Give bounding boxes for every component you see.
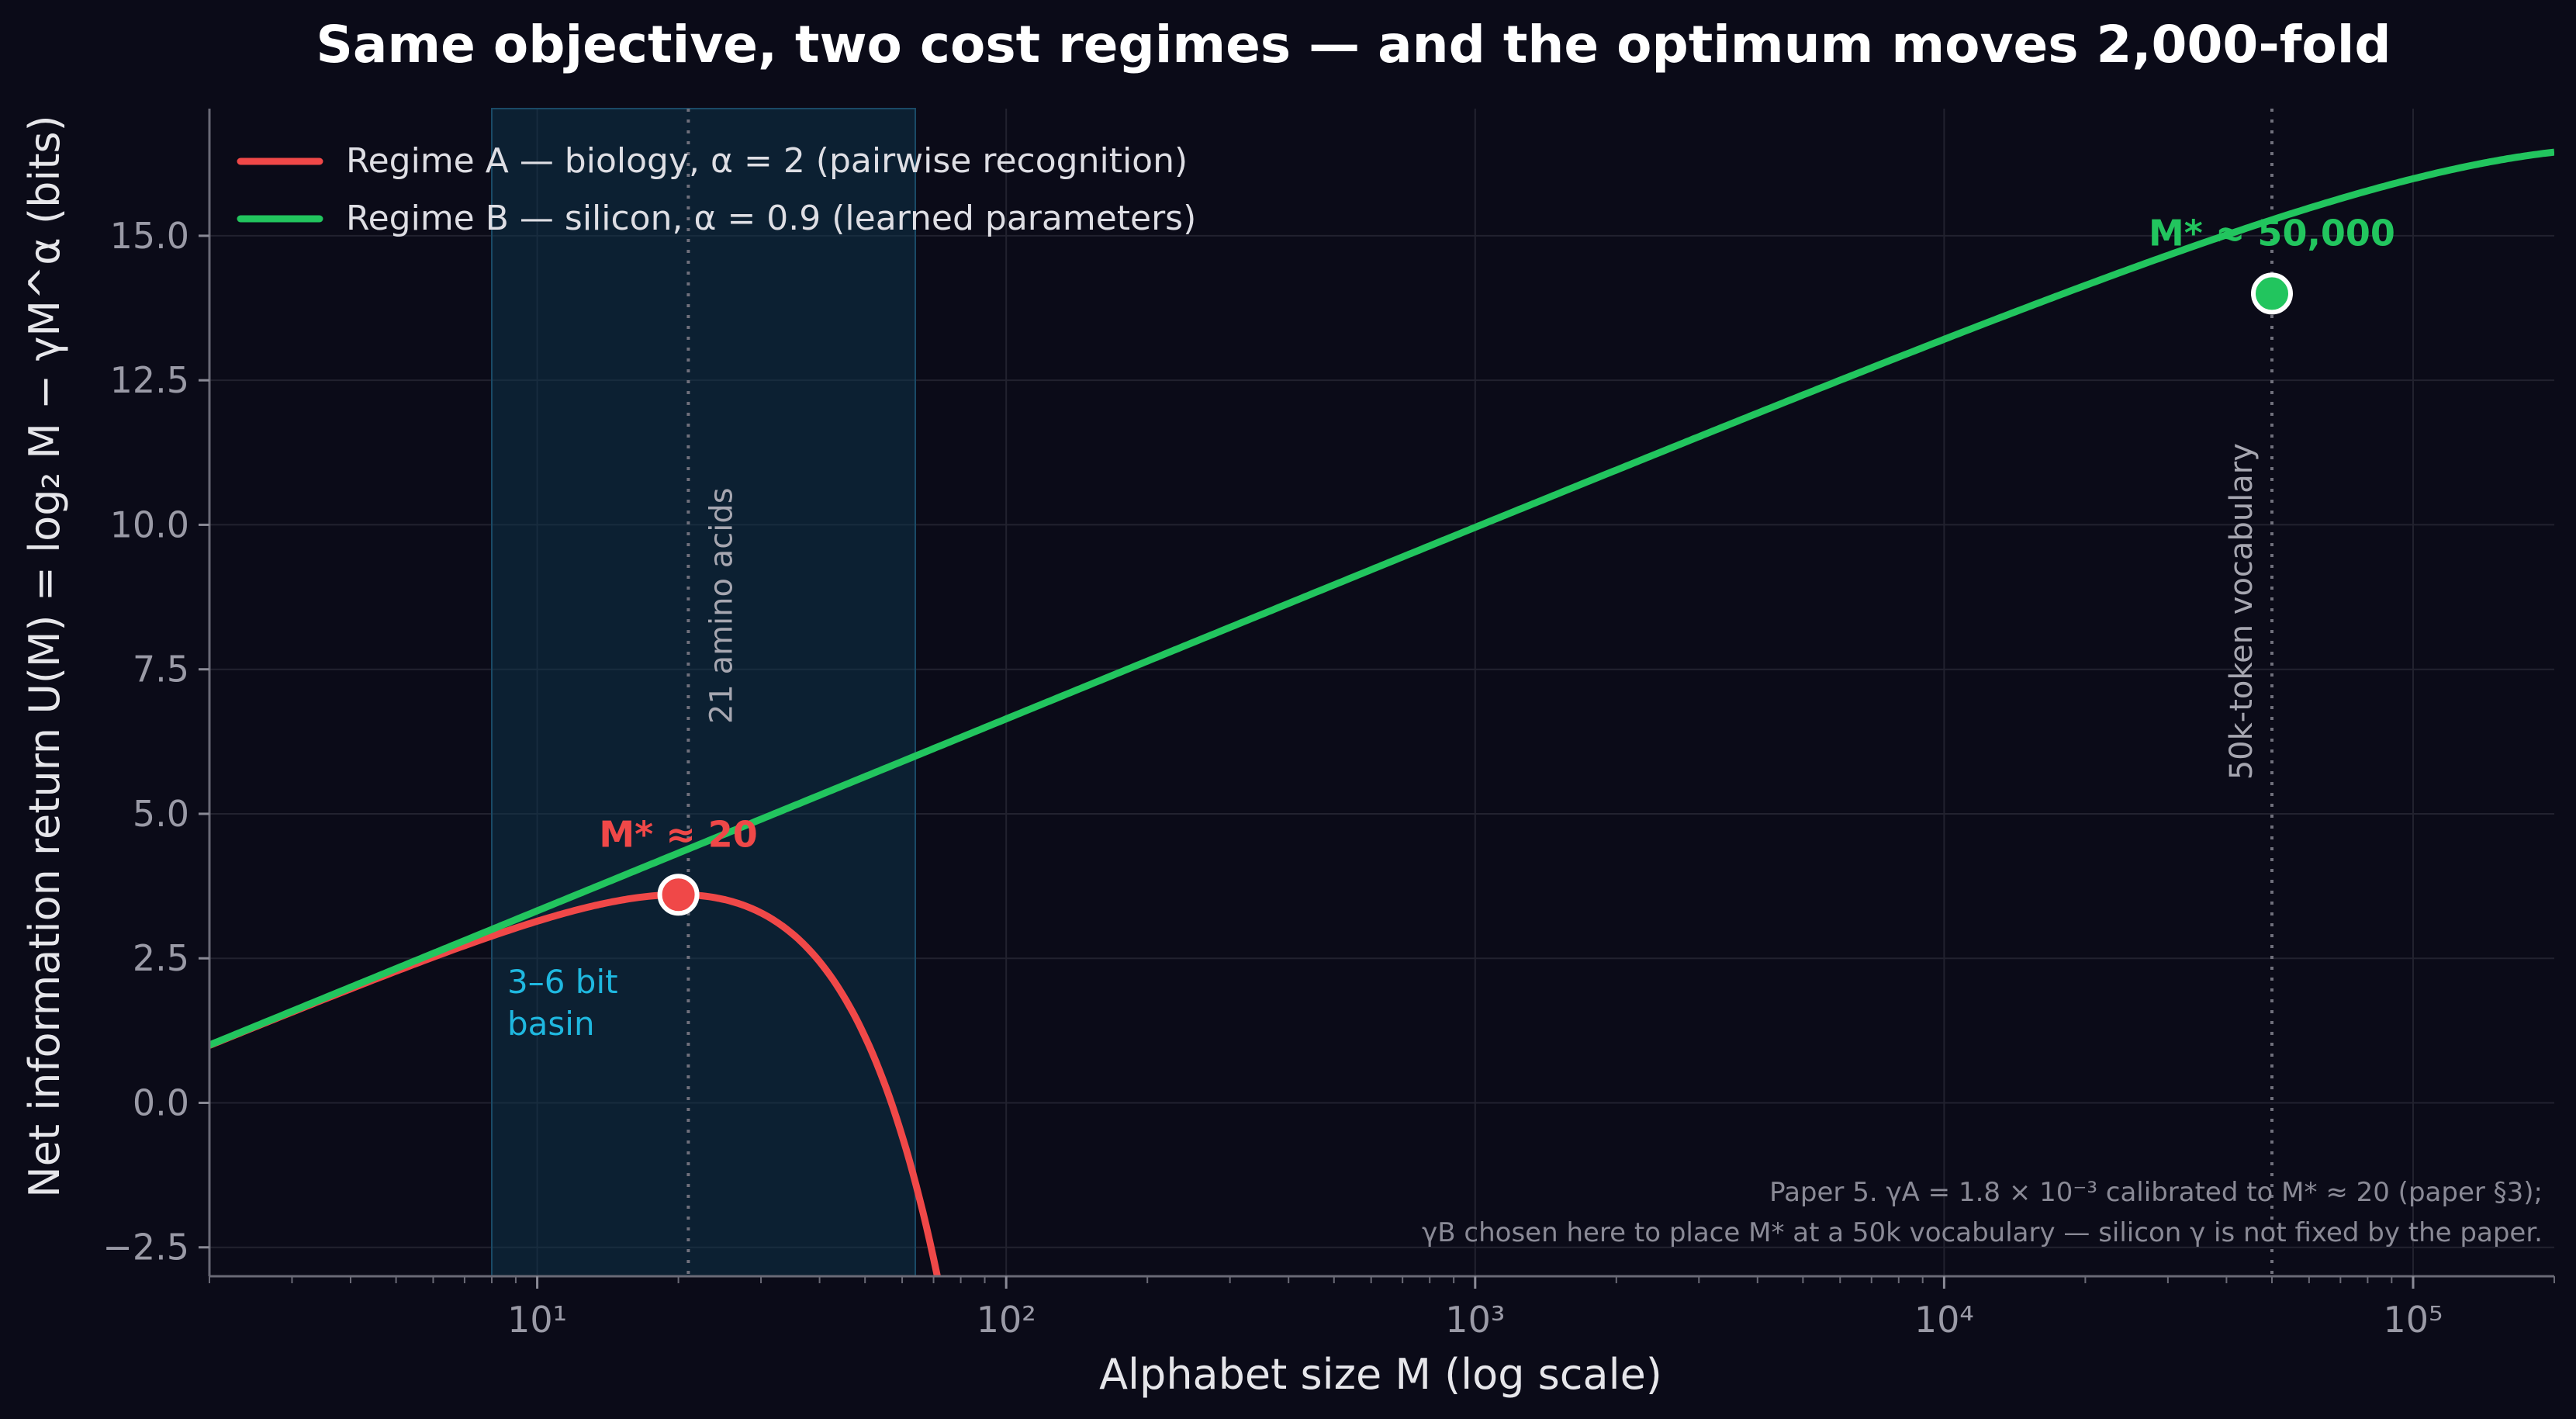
y-tick-label: 2.5 xyxy=(133,937,189,979)
footnote-line1: Paper 5. γA = 1.8 × 10⁻³ calibrated to M… xyxy=(1769,1177,2543,1208)
reference-line-label: 21 amino acids xyxy=(704,487,739,724)
basin-label-line2: basin xyxy=(507,1005,595,1043)
x-tick-label: 10² xyxy=(977,1299,1036,1341)
x-axis-label: Alphabet size M (log scale) xyxy=(1099,1350,1662,1399)
series-line-regime-b xyxy=(209,148,2554,1049)
y-tick-label: 12.5 xyxy=(110,359,189,401)
curves xyxy=(209,148,2554,1276)
grid xyxy=(209,109,2554,1276)
x-tick-label: 10³ xyxy=(1445,1299,1505,1341)
y-axis-label: Net information return U(M) = log₂ M − γ… xyxy=(20,115,69,1197)
x-tick-label: 10⁵ xyxy=(2384,1299,2443,1341)
peak-label: M* ≈ 20 xyxy=(599,813,757,855)
chart-title: Same objective, two cost regimes — and t… xyxy=(316,15,2391,74)
legend-label-regime-a: Regime A — biology, α = 2 (pairwise reco… xyxy=(346,141,1188,181)
y-tick-label: 0.0 xyxy=(133,1082,189,1123)
peak-label: M* ≈ 50,000 xyxy=(2149,212,2395,254)
legend-label-regime-b: Regime B — silicon, α = 0.9 (learned par… xyxy=(346,199,1196,238)
reference-line-label: 50k-token vocabulary xyxy=(2224,443,2260,780)
peak-point xyxy=(657,874,700,916)
footnote-line2: γB chosen here to place M* at a 50k voca… xyxy=(1422,1217,2543,1248)
y-tick-label: 5.0 xyxy=(133,793,189,835)
y-tick-label: 10.0 xyxy=(110,504,189,545)
peak-markers: M* ≈ 20 M* ≈ 50,000 xyxy=(599,212,2395,916)
basin-shaded-region xyxy=(491,108,917,1277)
axes xyxy=(208,109,2554,1278)
peak-point xyxy=(2250,272,2293,315)
legend: Regime A — biology, α = 2 (pairwise reco… xyxy=(237,141,1196,238)
y-tick-label: 15.0 xyxy=(110,215,189,257)
y-tick-label: 7.5 xyxy=(133,649,189,690)
x-tick-label: 10¹ xyxy=(507,1299,567,1341)
reference-lines: 21 amino acids 50k-token vocabulary xyxy=(686,109,2273,1276)
basin-label-line1: 3–6 bit xyxy=(507,963,618,1001)
ticks: −2.5 0.0 2.5 5.0 7.5 10.0 12.5 15.0 10¹ 10² 10³ 10⁴… xyxy=(102,215,2555,1341)
y-tick-label: −2.5 xyxy=(102,1227,189,1268)
x-tick-label: 10⁴ xyxy=(1914,1299,1974,1341)
